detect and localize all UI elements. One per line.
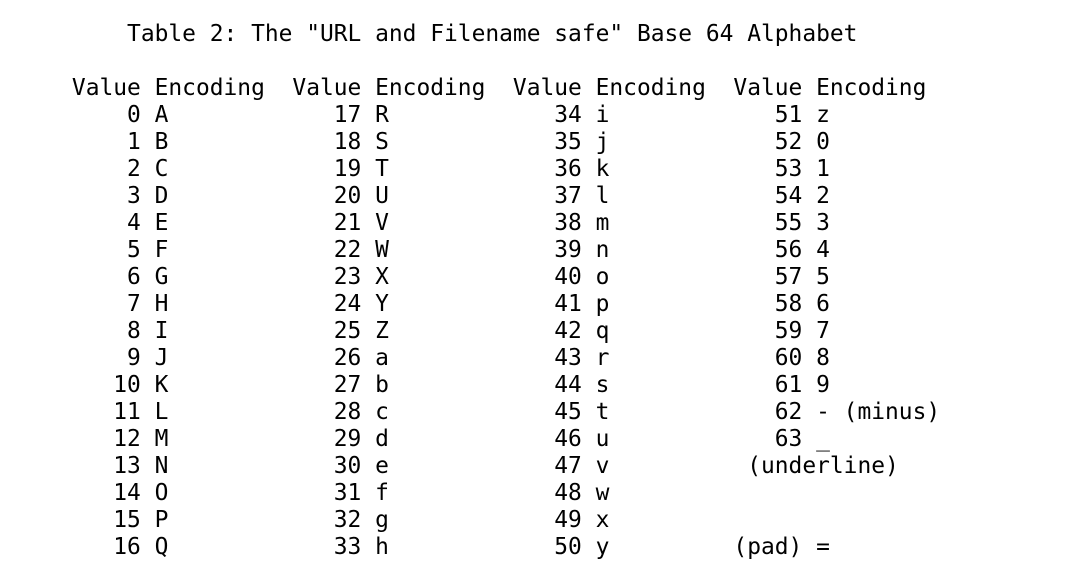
base64url-alphabet-table: Table 2: The "URL and Filename safe" Bas…: [71, 21, 941, 560]
